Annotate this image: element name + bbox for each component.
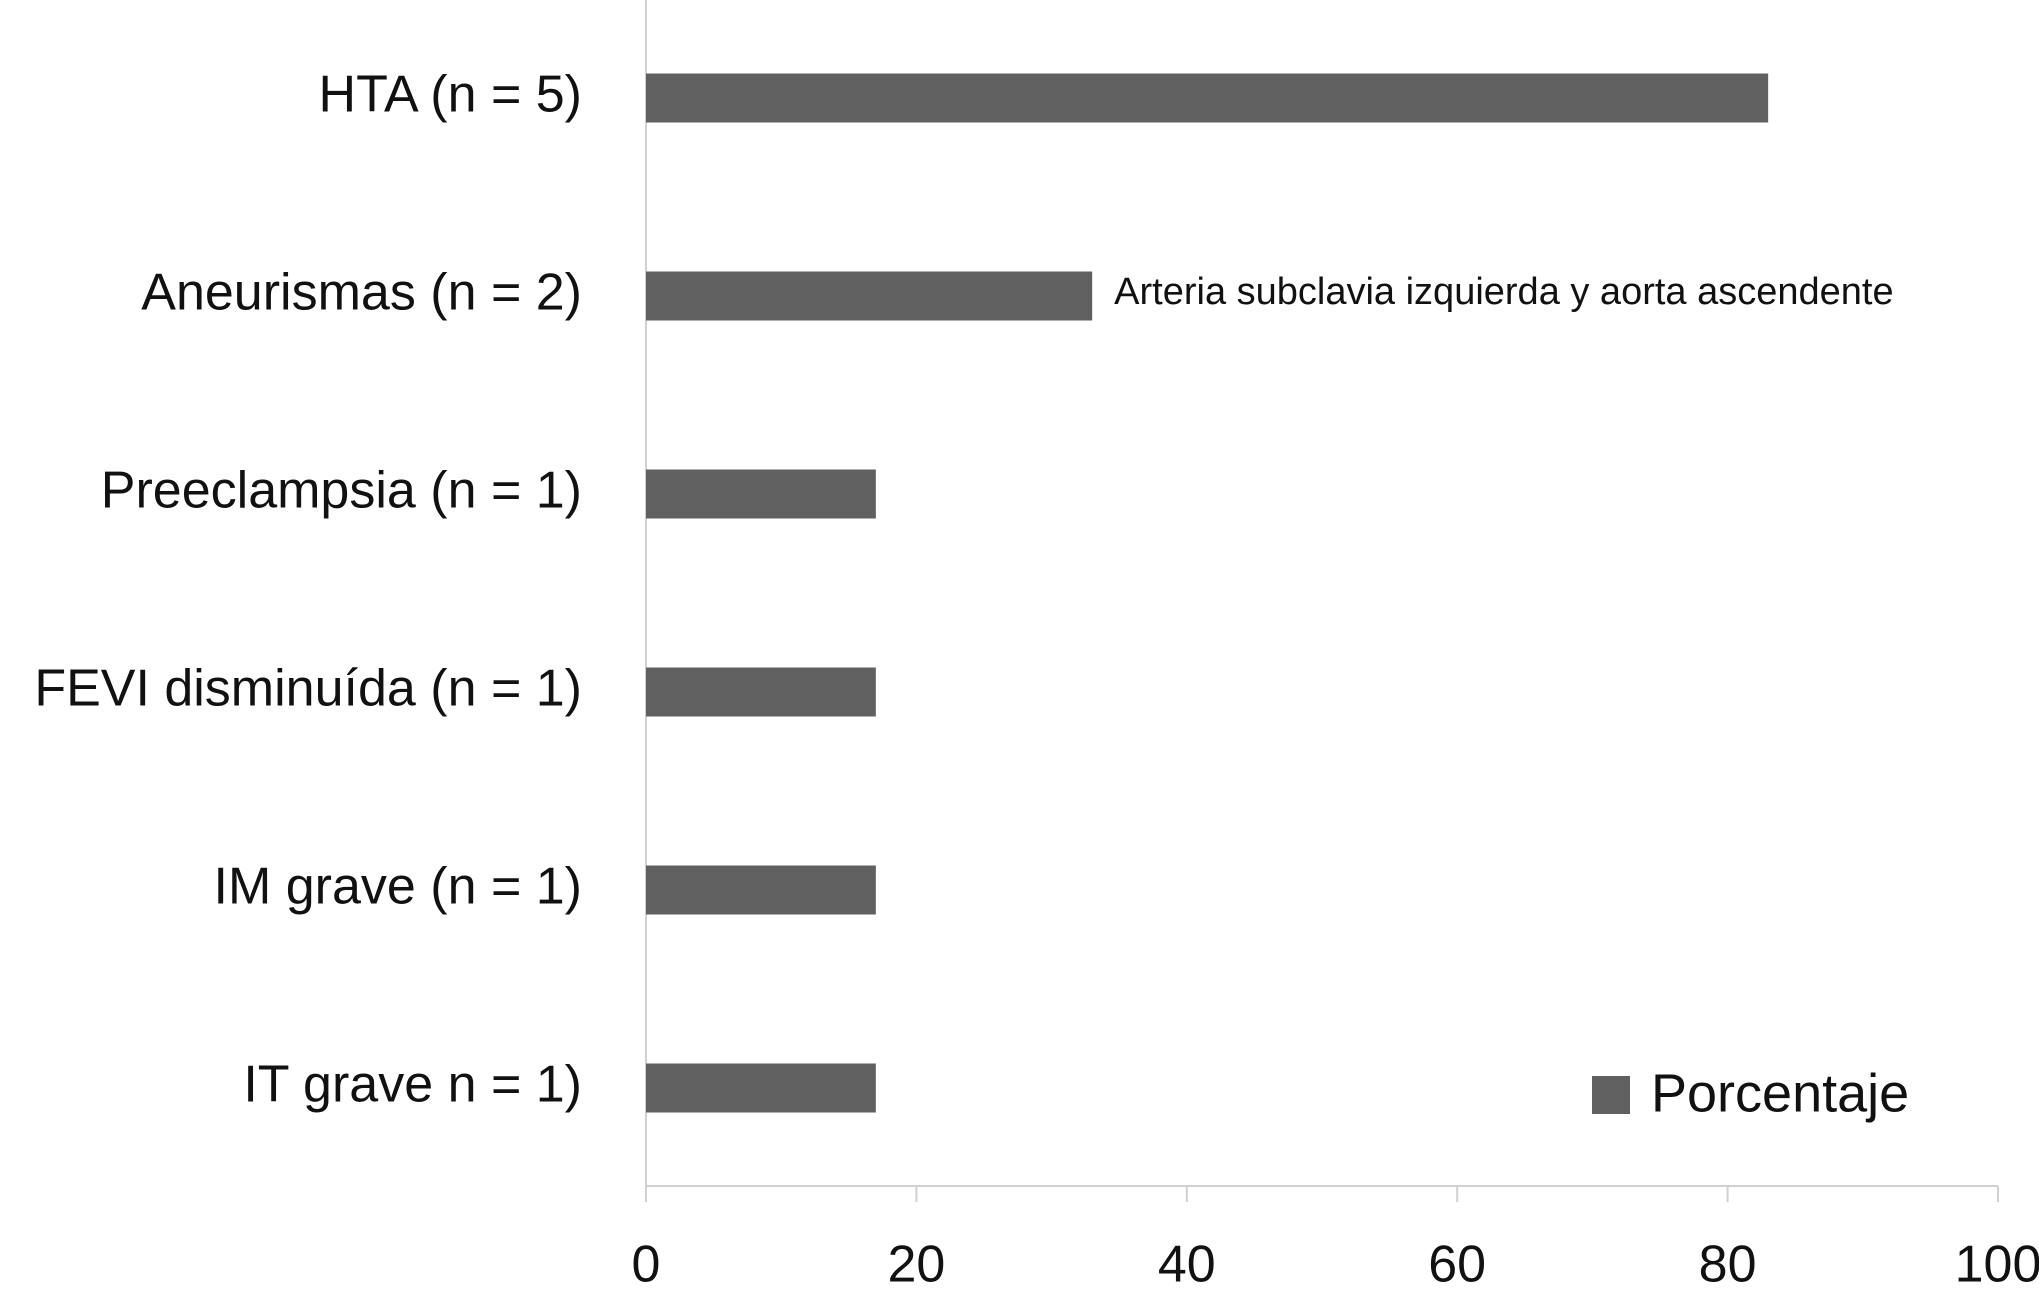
x-tick-label: 80 xyxy=(1699,1236,1757,1294)
y-tick-label: Preeclampsia (n = 1) xyxy=(101,462,582,520)
annotation: Arteria subclavia izquierda y aorta asce… xyxy=(1114,271,1893,313)
y-tick-label: IM grave (n = 1) xyxy=(214,858,582,916)
legend-label: Porcentaje xyxy=(1651,1063,1909,1123)
legend-swatch xyxy=(1592,1076,1630,1114)
x-tick-label: 40 xyxy=(1158,1236,1216,1294)
bar xyxy=(646,469,876,519)
y-tick-label: IT grave n = 1) xyxy=(243,1056,582,1114)
x-tick-label: 20 xyxy=(887,1236,945,1294)
y-tick-label: HTA (n = 5) xyxy=(319,66,582,124)
bar xyxy=(646,667,876,717)
x-tick-label: 100 xyxy=(1955,1236,2039,1294)
x-tick-label: 0 xyxy=(632,1236,661,1294)
bar xyxy=(646,271,1093,321)
bar xyxy=(646,73,1769,123)
bar xyxy=(646,1063,876,1113)
x-tick-label: 60 xyxy=(1428,1236,1486,1294)
bar xyxy=(646,865,876,915)
y-tick-label: Aneurismas (n = 2) xyxy=(141,264,582,322)
y-tick-label: FEVI disminuída (n = 1) xyxy=(34,660,582,718)
